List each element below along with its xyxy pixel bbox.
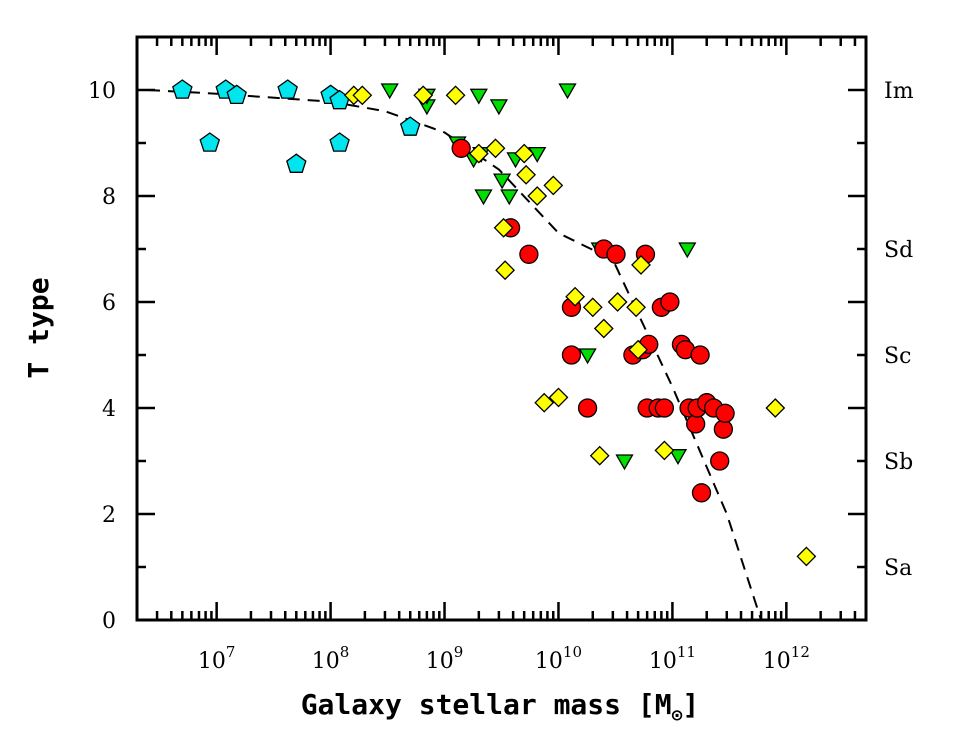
data-point-circle xyxy=(606,244,626,264)
data-point-diamond xyxy=(516,164,537,185)
y-axis-label: T type xyxy=(22,277,55,378)
type-labels: Im Sd Sc Sb Sa xyxy=(884,79,914,581)
data-point-diamond xyxy=(628,339,649,360)
data-point-diamond xyxy=(607,292,628,312)
y-tick-label: 4 xyxy=(102,397,116,422)
data-point-circle xyxy=(713,419,734,439)
data-point-diamond xyxy=(565,286,586,307)
data-point-circle xyxy=(561,345,582,365)
data-point-diamond xyxy=(543,175,564,196)
data-point-circle xyxy=(715,403,735,423)
data-point-triangle-down xyxy=(615,454,634,471)
x-tick-label: 109 xyxy=(426,643,464,674)
data-point-circle xyxy=(660,292,680,312)
type-label: Im xyxy=(884,79,914,104)
data-point-circle xyxy=(686,414,706,434)
x-tick-label-exponent: 11 xyxy=(677,643,696,661)
x-tick-label-exponent: 9 xyxy=(454,643,464,661)
data-point-pentagon xyxy=(172,79,193,99)
x-tick-label-exponent: 8 xyxy=(340,643,350,661)
x-tick-label-exponent: 7 xyxy=(226,643,236,661)
data-point-triangle-down xyxy=(474,189,493,206)
data-point-pentagon xyxy=(399,116,421,136)
x-tick-label: 1012 xyxy=(763,643,810,674)
data-point-triangle-down xyxy=(492,173,512,190)
plot-frame xyxy=(135,35,868,622)
data-point-diamond xyxy=(485,138,506,159)
data-point-diamond xyxy=(468,143,489,164)
data-point-diamond xyxy=(495,260,516,281)
data-point-pentagon xyxy=(226,84,247,105)
x-tick-label-base: 10 xyxy=(198,649,226,674)
data-point-triangle-down xyxy=(558,83,577,100)
data-point-diamond xyxy=(548,387,569,408)
type-label: Sa xyxy=(884,556,912,581)
data-point-circle xyxy=(710,451,730,471)
data-point-triangle-down xyxy=(578,348,597,365)
data-point-circle xyxy=(577,398,598,418)
fit-line xyxy=(147,89,763,621)
data-point-diamond xyxy=(352,85,373,106)
x-axis-label-sub: ⊙ xyxy=(672,705,683,726)
x-axis-label: Galaxy stellar mass [M⊙] xyxy=(301,688,700,726)
data-point-diamond xyxy=(582,297,603,318)
x-tick-label: 1011 xyxy=(649,643,696,674)
data-point-diamond xyxy=(765,398,786,418)
x-tick-label: 1010 xyxy=(535,643,582,674)
x-tick-label-base: 10 xyxy=(763,649,791,674)
type-label: Sb xyxy=(884,450,913,475)
y-tick-labels: 0 2 4 6 8 10 xyxy=(88,79,116,634)
data-point-diamond xyxy=(593,318,614,339)
x-tick-label-exponent: 12 xyxy=(791,643,810,661)
data-point-triangle-down xyxy=(528,146,547,163)
data-point-diamond xyxy=(626,297,647,318)
y-tick-label: 10 xyxy=(88,79,116,104)
y-tick-label: 0 xyxy=(102,609,116,634)
data-point-diamond xyxy=(413,85,434,106)
type-label: Sd xyxy=(884,238,913,263)
data-point-pentagon xyxy=(286,153,307,173)
data-point-triangle-down xyxy=(500,189,519,206)
data-point-circle xyxy=(691,483,712,503)
data-point-diamond xyxy=(527,186,548,206)
x-tick-label-base: 10 xyxy=(426,649,454,674)
data-points xyxy=(172,79,817,567)
data-point-circle xyxy=(451,138,471,158)
axis-ticks xyxy=(135,35,868,622)
y-tick-label: 6 xyxy=(102,291,116,316)
x-tick-label-exponent: 10 xyxy=(563,643,582,661)
data-point-pentagon xyxy=(329,132,350,152)
data-point-circle xyxy=(690,345,710,365)
x-axis-label-close: ] xyxy=(682,688,699,721)
data-point-diamond xyxy=(445,85,466,106)
data-point-diamond xyxy=(493,217,514,238)
x-tick-label-base: 10 xyxy=(312,649,340,674)
x-tick-label: 107 xyxy=(198,643,236,674)
data-point-pentagon xyxy=(277,79,298,99)
x-axis-label-text: Galaxy stellar mass [M xyxy=(301,688,672,721)
data-point-diamond xyxy=(534,392,555,413)
x-tick-label-base: 10 xyxy=(649,649,677,674)
data-point-triangle-down xyxy=(678,242,697,259)
data-point-triangle-down xyxy=(668,449,688,466)
data-point-triangle-down xyxy=(489,99,509,116)
data-point-circle xyxy=(519,244,539,264)
data-point-circle xyxy=(654,398,675,418)
type-label: Sc xyxy=(884,344,911,369)
y-tick-label: 2 xyxy=(102,503,116,528)
data-point-diamond xyxy=(796,546,817,567)
y-tick-label: 8 xyxy=(102,185,116,210)
data-point-diamond xyxy=(514,143,535,164)
data-point-diamond xyxy=(654,440,675,461)
x-tick-label: 108 xyxy=(312,643,350,674)
data-point-triangle-down xyxy=(469,88,488,105)
x-tick-labels: 107 108 109 1010 1011 1012 xyxy=(198,643,810,674)
x-tick-label-base: 10 xyxy=(535,649,563,674)
data-point-pentagon xyxy=(199,132,221,152)
data-point-diamond xyxy=(631,254,651,275)
data-point-triangle-down xyxy=(380,83,399,100)
data-point-diamond xyxy=(589,445,610,466)
